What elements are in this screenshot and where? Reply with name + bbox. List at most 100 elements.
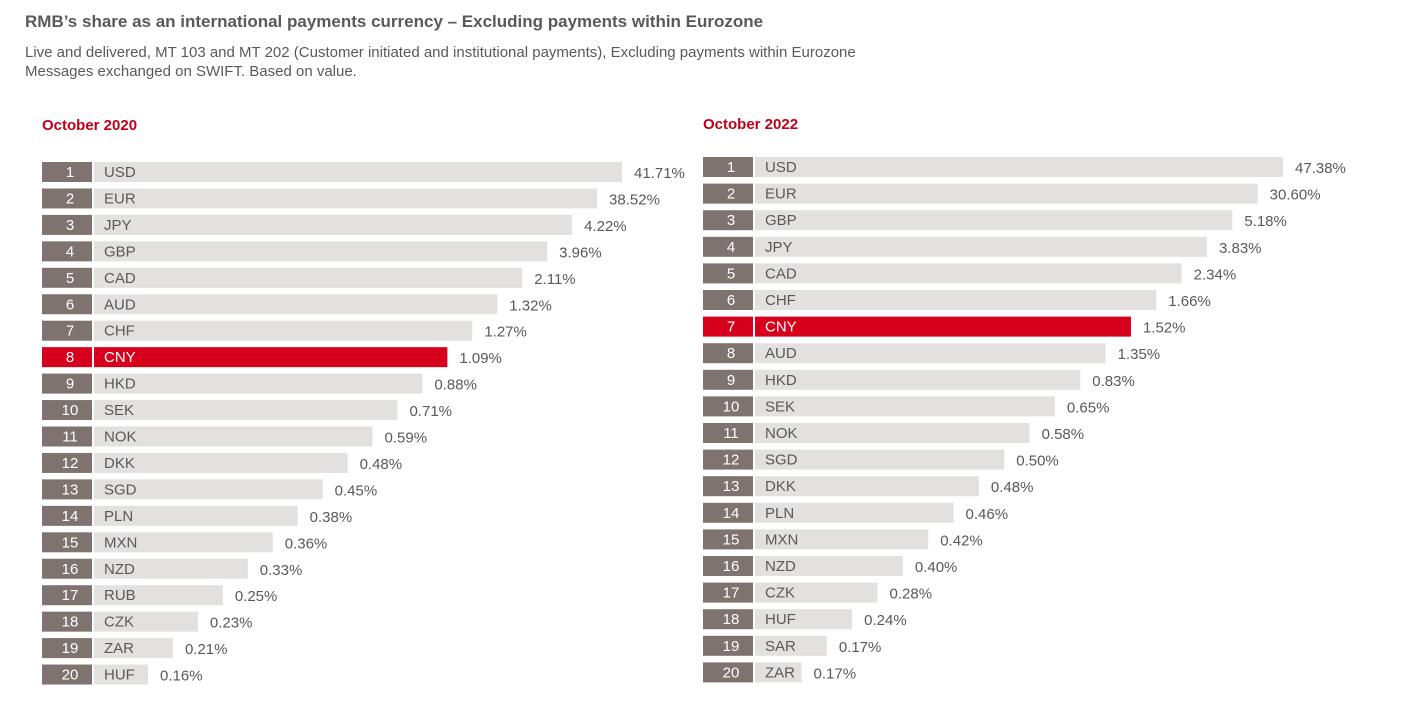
- bar: [755, 236, 1207, 257]
- value-label: 2.11%: [534, 271, 575, 288]
- bar-row-october-2022-dkk: 13 DKK 0.48%: [703, 476, 1033, 497]
- category-label: HKD: [765, 372, 797, 389]
- bar-row-october-2020-czk: 18 CZK 0.23%: [42, 611, 252, 632]
- category-label: AUD: [104, 296, 136, 313]
- value-label: 0.46%: [966, 506, 1009, 523]
- bar-row-october-2020-usd: 1 USD 41.71%: [42, 162, 685, 182]
- rank-label: 17: [723, 585, 740, 602]
- category-label: NOK: [765, 425, 798, 442]
- rank-label: 10: [723, 398, 740, 415]
- category-label: SAR: [765, 638, 796, 655]
- rank-box: [42, 452, 92, 473]
- bar-row-october-2020-gbp: 4 GBP 3.96%: [42, 241, 602, 262]
- category-label: CAD: [765, 265, 797, 282]
- bar-row-october-2020-cad: 5 CAD 2.11%: [42, 267, 576, 288]
- value-label: 1.52%: [1143, 320, 1186, 337]
- rank-box: [703, 183, 753, 204]
- value-label: 0.71%: [409, 403, 452, 420]
- value-label: 3.96%: [559, 244, 602, 261]
- category-label: AUD: [765, 345, 797, 362]
- bar: [755, 369, 1081, 390]
- bar-row-october-2020-sek: 10 SEK 0.71%: [42, 400, 452, 421]
- rank-label: 5: [727, 265, 735, 282]
- rank-box: [42, 664, 92, 685]
- rank-label: 15: [723, 531, 740, 548]
- category-label: EUR: [765, 186, 797, 203]
- value-label: 0.58%: [1042, 426, 1085, 443]
- rank-box: [703, 396, 753, 417]
- rank-box: [42, 188, 92, 209]
- category-label: HKD: [104, 376, 136, 393]
- rank-label: 6: [727, 292, 735, 309]
- bar: [755, 210, 1233, 231]
- rank-label: 4: [727, 239, 735, 256]
- value-label: 0.88%: [434, 377, 477, 394]
- rank-label: 13: [62, 481, 79, 498]
- category-label: JPY: [104, 217, 132, 234]
- rank-box: [703, 502, 753, 523]
- value-label: 1.32%: [509, 297, 552, 314]
- bar-row-october-2020-aud: 6 AUD 1.32%: [42, 294, 552, 315]
- bar: [755, 529, 929, 550]
- category-label: JPY: [765, 239, 793, 256]
- rank-label: 19: [723, 638, 740, 655]
- bar: [94, 188, 598, 209]
- rank-label: 3: [727, 212, 735, 229]
- bar: [94, 373, 423, 394]
- rank-label: 12: [723, 452, 740, 469]
- rank-box: [42, 347, 92, 368]
- bar: [755, 343, 1106, 364]
- rank-box: [703, 556, 753, 576]
- bar: [94, 558, 248, 579]
- rank-label: 7: [66, 323, 74, 340]
- bar: [755, 582, 878, 603]
- category-label: CHF: [765, 292, 796, 309]
- category-label: CAD: [104, 270, 136, 287]
- rank-box: [42, 426, 92, 447]
- rank-label: 8: [727, 345, 735, 362]
- value-label: 0.21%: [185, 641, 228, 658]
- rank-label: 11: [723, 425, 739, 442]
- rank-box: [42, 241, 92, 262]
- bar-row-october-2020-pln: 14 PLN 0.38%: [42, 505, 352, 526]
- rank-box: [42, 400, 92, 421]
- bar-row-october-2020-nzd: 16 NZD 0.33%: [42, 558, 302, 579]
- rank-label: 17: [62, 587, 79, 604]
- rank-box: [42, 267, 92, 288]
- value-label: 0.42%: [940, 532, 983, 549]
- rank-label: 9: [727, 372, 735, 389]
- rank-box: [42, 162, 92, 182]
- rank-label: 2: [727, 186, 735, 203]
- bar-row-october-2022-sar: 19 SAR 0.17%: [703, 635, 881, 656]
- rank-label: 14: [62, 508, 79, 525]
- value-label: 4.22%: [584, 218, 627, 235]
- category-label: MXN: [104, 534, 137, 551]
- bar-row-october-2020-sgd: 13 SGD 0.45%: [42, 479, 377, 500]
- category-label: DKK: [765, 478, 796, 495]
- category-label: CHF: [104, 323, 135, 340]
- rank-box: [703, 662, 753, 683]
- rank-box: [703, 263, 753, 284]
- value-label: 0.16%: [160, 668, 203, 685]
- rank-label: 20: [62, 667, 79, 684]
- rank-label: 19: [62, 640, 79, 657]
- rank-box: [703, 635, 753, 656]
- rank-box: [42, 585, 92, 606]
- bar-row-october-2022-sgd: 12 SGD 0.50%: [703, 449, 1059, 470]
- rank-label: 11: [62, 429, 78, 446]
- bar-row-october-2020-mxn: 15 MXN 0.36%: [42, 532, 327, 553]
- rank-label: 12: [62, 455, 79, 472]
- value-label: 1.27%: [484, 324, 527, 341]
- category-label: NOK: [104, 429, 137, 446]
- bar: [755, 476, 979, 497]
- rank-box: [703, 529, 753, 550]
- category-label: CZK: [765, 585, 795, 602]
- value-label: 41.71%: [634, 165, 685, 182]
- value-label: 2.34%: [1194, 266, 1237, 283]
- bar: [94, 505, 298, 526]
- category-label: CNY: [765, 319, 797, 336]
- bar: [755, 316, 1131, 337]
- chart-subtitle-line-2: Messages exchanged on SWIFT. Based on va…: [25, 63, 357, 80]
- bar-row-october-2020-chf: 7 CHF 1.27%: [42, 320, 527, 341]
- value-label: 0.50%: [1016, 453, 1059, 470]
